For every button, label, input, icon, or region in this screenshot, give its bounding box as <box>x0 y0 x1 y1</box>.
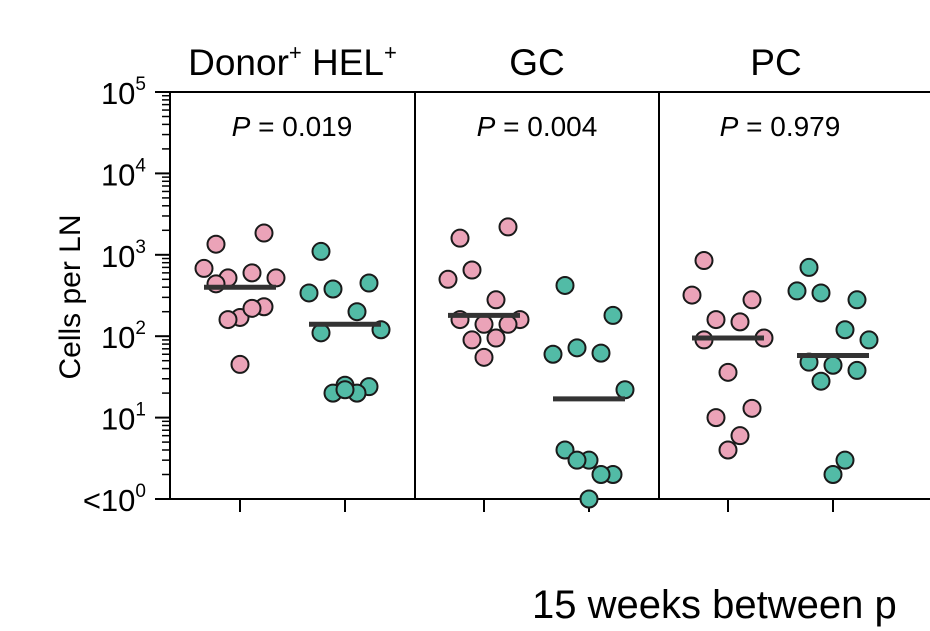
data-point <box>347 302 367 322</box>
data-point <box>486 328 506 348</box>
data-point <box>730 312 750 332</box>
data-point <box>742 398 762 418</box>
p-value-donor: P = 0.019 <box>232 111 353 142</box>
data-point <box>555 440 575 460</box>
x-axis-ticks <box>239 499 834 512</box>
data-point <box>462 330 482 350</box>
data-point <box>359 273 379 293</box>
data-point <box>706 310 726 330</box>
panel-headers: Donor+ HEL+ P = 0.019 GC P = 0.004 PC P = 0.9… <box>188 40 840 142</box>
data-point <box>823 464 843 484</box>
y-tick-label: 102 <box>101 318 146 355</box>
data-point <box>450 228 470 248</box>
data-point <box>311 241 331 261</box>
data-point <box>682 285 702 305</box>
plot-border <box>169 91 930 500</box>
data-point <box>323 279 343 299</box>
data-point <box>206 234 226 254</box>
data-point <box>242 263 262 283</box>
data-point <box>718 440 738 460</box>
x-axis-label: 15 weeks between p <box>532 583 897 627</box>
panel-title-gc: GC <box>509 42 565 83</box>
data-point <box>335 380 355 400</box>
data-point <box>706 408 726 428</box>
y-tick-label: 104 <box>101 155 146 192</box>
data-point <box>498 217 518 237</box>
data-point <box>230 354 250 374</box>
data-point <box>811 283 831 303</box>
data-point <box>591 343 611 363</box>
y-tick-label: 101 <box>101 400 146 437</box>
y-tick-label: 103 <box>101 237 146 274</box>
data-points <box>194 217 879 509</box>
data-point <box>555 275 575 295</box>
data-point <box>218 310 238 330</box>
data-point <box>847 290 867 310</box>
panel-title-donor: Donor+ HEL+ <box>188 40 397 83</box>
data-point <box>438 269 458 289</box>
data-point <box>299 283 319 303</box>
data-point <box>591 464 611 484</box>
data-point <box>567 450 587 470</box>
data-point <box>474 347 494 367</box>
p-value-pc: P = 0.979 <box>720 111 841 142</box>
y-axis-label: Cells per LN <box>54 214 87 379</box>
plot-frame <box>169 91 930 500</box>
data-point <box>242 298 262 318</box>
y-tick-label: 105 <box>101 74 146 111</box>
data-point <box>543 344 563 364</box>
panel-title-pc: PC <box>750 42 801 83</box>
data-point <box>567 338 587 358</box>
data-point <box>498 314 518 334</box>
data-point <box>835 450 855 470</box>
data-point <box>835 320 855 340</box>
data-point <box>615 380 635 400</box>
data-point <box>311 323 331 343</box>
data-point <box>718 362 738 382</box>
data-point <box>194 258 214 278</box>
data-point <box>787 281 807 301</box>
median-lines <box>204 284 869 402</box>
y-axis: <100 101 102 103 104 105 <box>83 74 170 518</box>
data-point <box>799 257 819 277</box>
data-point <box>486 290 506 310</box>
p-value-gc: P = 0.004 <box>477 111 598 142</box>
data-point <box>730 426 750 446</box>
data-point <box>474 314 494 334</box>
data-point <box>694 251 714 271</box>
data-point <box>266 268 286 288</box>
data-point <box>811 371 831 391</box>
data-point <box>742 290 762 310</box>
data-point <box>462 260 482 280</box>
y-tick-label: <100 <box>83 481 146 518</box>
data-point <box>254 223 274 243</box>
data-point <box>579 489 599 509</box>
data-point <box>847 360 867 380</box>
data-point <box>603 305 623 325</box>
data-point <box>859 330 879 350</box>
data-point <box>206 274 226 294</box>
data-point <box>823 355 843 375</box>
